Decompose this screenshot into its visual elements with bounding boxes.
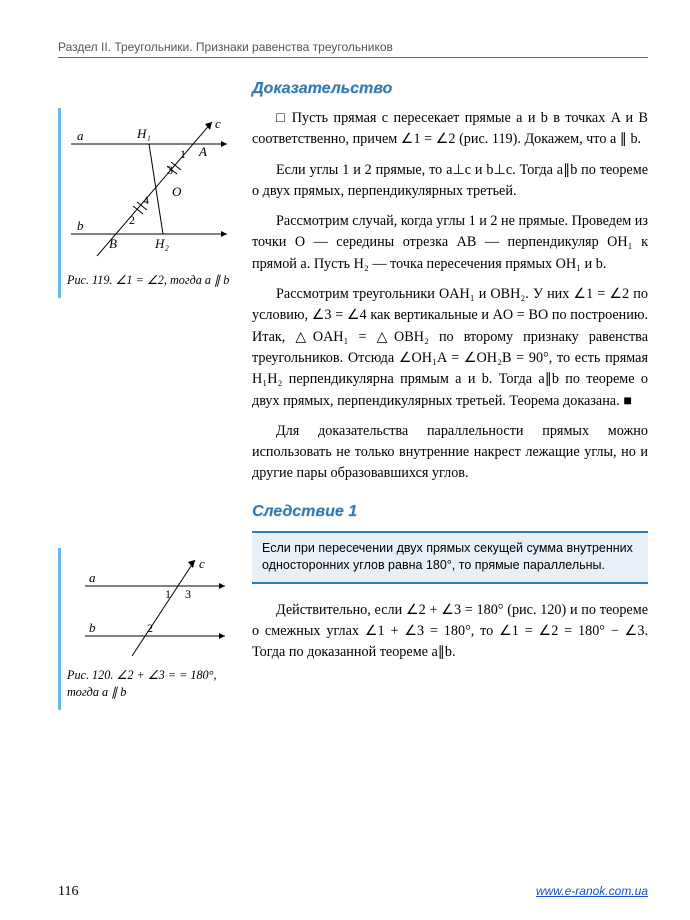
figure-119-svg: a b c H₁ A O B H₂ 1 3 4 2 bbox=[67, 116, 235, 266]
proof-heading: Доказательство bbox=[252, 80, 648, 98]
svg-text:3: 3 bbox=[167, 163, 173, 177]
figure-119-caption: Рис. 119. ∠1 = ∠2, тогда a ∥ b bbox=[67, 272, 236, 288]
spacer bbox=[58, 358, 236, 548]
svg-text:O: O bbox=[172, 184, 182, 199]
para-6: Действительно, если ∠2 + ∠3 = 180° (рис.… bbox=[252, 600, 648, 664]
para-3: Рассмотрим случай, когда углы 1 и 2 не п… bbox=[252, 211, 648, 275]
figure-120-svg: a b c 1 3 2 bbox=[67, 556, 235, 661]
page-root: Раздел II. Треугольники. Признаки равенс… bbox=[0, 0, 690, 920]
para-4: Рассмотрим треугольники OAH₁ и OBH₂. У н… bbox=[252, 284, 648, 412]
svg-text:2: 2 bbox=[129, 213, 135, 227]
running-head: Раздел II. Треугольники. Признаки равенс… bbox=[58, 40, 648, 58]
svg-text:2: 2 bbox=[147, 621, 153, 635]
svg-text:b: b bbox=[77, 218, 84, 233]
para-5: Для доказательства параллельности прямых… bbox=[252, 421, 648, 485]
svg-text:a: a bbox=[77, 128, 84, 143]
figure-120-caption: Рис. 120. ∠2 + ∠3 = = 180°, тогда a ∥ b bbox=[67, 667, 236, 700]
svg-text:b: b bbox=[89, 620, 96, 635]
para-1: □ Пусть прямая c пересекает прямые a и b… bbox=[252, 108, 648, 151]
svg-text:3: 3 bbox=[185, 587, 191, 601]
svg-text:H₂: H₂ bbox=[154, 236, 169, 251]
page-footer: 116 www.e-ranok.com.ua bbox=[0, 884, 690, 910]
figure-column: a b c H₁ A O B H₂ 1 3 4 2 Рис bbox=[58, 80, 236, 900]
svg-text:1: 1 bbox=[180, 147, 186, 161]
svg-text:B: B bbox=[109, 236, 117, 251]
svg-text:a: a bbox=[89, 570, 96, 585]
svg-text:c: c bbox=[199, 556, 205, 571]
svg-text:A: A bbox=[198, 144, 207, 159]
figure-119-block: a b c H₁ A O B H₂ 1 3 4 2 Рис bbox=[58, 108, 236, 298]
text-column: Доказательство □ Пусть прямая c пересека… bbox=[252, 80, 648, 900]
svg-text:4: 4 bbox=[143, 193, 149, 207]
two-column-layout: a b c H₁ A O B H₂ 1 3 4 2 Рис bbox=[58, 80, 648, 900]
svg-text:1: 1 bbox=[165, 587, 171, 601]
figure-120-block: a b c 1 3 2 Рис. 120. ∠2 + ∠3 = = 180°, … bbox=[58, 548, 236, 710]
corollary-heading: Следствие 1 bbox=[252, 503, 648, 521]
svg-text:c: c bbox=[215, 116, 221, 131]
para-2: Если углы 1 и 2 прямые, то a⊥c и b⊥c. То… bbox=[252, 160, 648, 203]
page-number: 116 bbox=[58, 884, 78, 900]
site-link[interactable]: www.e-ranok.com.ua bbox=[536, 884, 648, 900]
svg-text:H₁: H₁ bbox=[136, 126, 151, 141]
corollary-box: Если при пересечении двух прямых секущей… bbox=[252, 531, 648, 584]
